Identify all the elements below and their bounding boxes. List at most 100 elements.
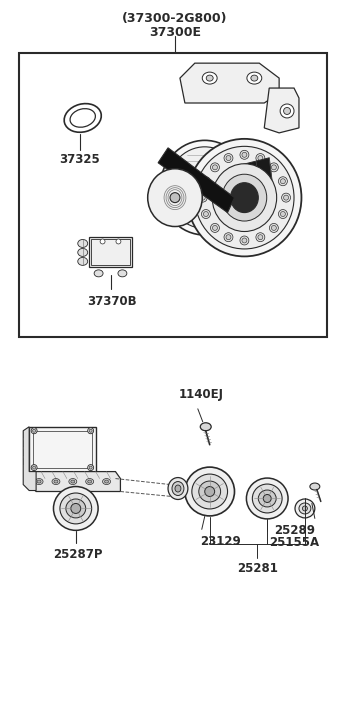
Bar (33, 430, 92, 467)
Ellipse shape (148, 169, 202, 227)
Ellipse shape (251, 75, 258, 81)
Ellipse shape (204, 179, 208, 184)
Ellipse shape (94, 270, 103, 277)
Ellipse shape (170, 193, 180, 203)
Ellipse shape (280, 104, 294, 118)
Ellipse shape (269, 163, 278, 172)
Polygon shape (29, 427, 96, 472)
Ellipse shape (230, 182, 258, 212)
Ellipse shape (200, 195, 205, 200)
Ellipse shape (284, 195, 288, 200)
Polygon shape (158, 148, 235, 212)
Ellipse shape (240, 150, 249, 159)
Ellipse shape (70, 108, 96, 127)
Ellipse shape (100, 239, 105, 244)
Text: 25155A: 25155A (269, 536, 319, 549)
Ellipse shape (310, 483, 320, 490)
Ellipse shape (200, 423, 211, 430)
Ellipse shape (226, 156, 231, 161)
Ellipse shape (78, 257, 88, 265)
Ellipse shape (198, 193, 207, 202)
Ellipse shape (210, 163, 219, 172)
Ellipse shape (280, 179, 285, 184)
Ellipse shape (88, 427, 93, 434)
Ellipse shape (187, 139, 302, 257)
Ellipse shape (33, 466, 36, 469)
Ellipse shape (64, 104, 101, 132)
Polygon shape (180, 63, 279, 103)
Ellipse shape (192, 474, 228, 509)
Ellipse shape (88, 480, 92, 483)
Ellipse shape (246, 478, 288, 519)
Polygon shape (264, 88, 299, 133)
Ellipse shape (303, 506, 307, 511)
Ellipse shape (86, 478, 93, 484)
Ellipse shape (33, 429, 36, 433)
Ellipse shape (240, 236, 249, 245)
Ellipse shape (252, 484, 282, 513)
Text: 23129: 23129 (200, 535, 240, 548)
Ellipse shape (295, 499, 315, 518)
Ellipse shape (280, 212, 285, 217)
Ellipse shape (60, 493, 92, 524)
Bar (19, 53, 327, 337)
Ellipse shape (205, 486, 215, 497)
Text: 25281: 25281 (237, 562, 278, 575)
Ellipse shape (263, 494, 271, 502)
Ellipse shape (272, 165, 276, 170)
Ellipse shape (242, 238, 247, 243)
Ellipse shape (195, 146, 294, 249)
Ellipse shape (204, 212, 208, 217)
Ellipse shape (71, 480, 75, 483)
Ellipse shape (210, 223, 219, 233)
Ellipse shape (278, 209, 287, 219)
Ellipse shape (242, 153, 247, 157)
Bar (91, 239, 130, 265)
Ellipse shape (52, 478, 60, 484)
Ellipse shape (226, 235, 231, 240)
Ellipse shape (31, 465, 37, 470)
Ellipse shape (78, 249, 88, 257)
Ellipse shape (54, 480, 58, 483)
Text: 25289: 25289 (274, 524, 315, 537)
Ellipse shape (201, 177, 210, 185)
Ellipse shape (212, 164, 277, 231)
Ellipse shape (69, 478, 77, 484)
Text: 1140EJ: 1140EJ (178, 388, 223, 401)
Ellipse shape (102, 478, 110, 484)
Ellipse shape (272, 225, 276, 230)
Ellipse shape (172, 481, 184, 496)
Ellipse shape (88, 465, 93, 470)
Ellipse shape (258, 156, 263, 161)
Ellipse shape (258, 235, 263, 240)
Ellipse shape (213, 165, 217, 170)
Ellipse shape (53, 486, 98, 531)
Ellipse shape (224, 233, 233, 241)
Text: 37300E: 37300E (149, 25, 201, 39)
Ellipse shape (185, 467, 235, 516)
Bar (89, 238, 132, 268)
Ellipse shape (105, 480, 109, 483)
Polygon shape (29, 472, 120, 491)
Ellipse shape (31, 427, 37, 434)
Ellipse shape (247, 72, 262, 84)
Text: (37300-2G800): (37300-2G800) (122, 12, 228, 25)
Ellipse shape (175, 485, 181, 492)
Ellipse shape (160, 140, 249, 235)
Ellipse shape (66, 499, 86, 518)
Ellipse shape (71, 504, 81, 513)
Ellipse shape (202, 72, 217, 84)
Polygon shape (229, 158, 274, 208)
Ellipse shape (299, 503, 311, 514)
Ellipse shape (168, 478, 188, 499)
Ellipse shape (284, 108, 290, 114)
Ellipse shape (118, 270, 127, 277)
Text: 37370B: 37370B (88, 294, 137, 308)
Ellipse shape (258, 490, 276, 507)
Ellipse shape (256, 153, 265, 163)
Ellipse shape (222, 174, 267, 221)
Ellipse shape (278, 177, 287, 185)
Ellipse shape (269, 223, 278, 233)
Ellipse shape (206, 75, 213, 81)
Text: 25287P: 25287P (53, 547, 102, 561)
